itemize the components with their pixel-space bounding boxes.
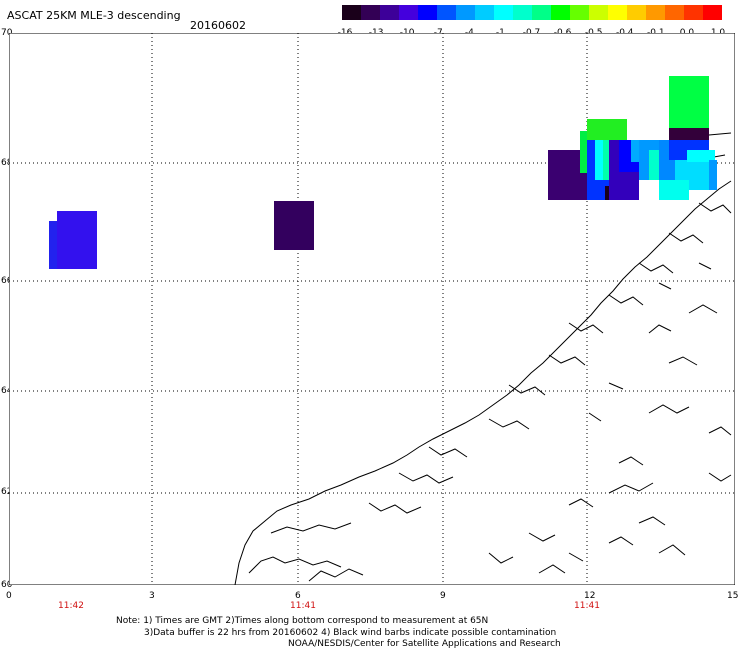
lon-label-0: 0 [6, 591, 12, 601]
colorbar-segment-0 [342, 5, 361, 20]
colorbar-segment-8 [494, 5, 513, 20]
data-swath-east [548, 76, 717, 200]
lat-label-70: 70 [1, 28, 13, 38]
colorbar-segment-15 [627, 5, 646, 20]
colorbar-segment-3 [399, 5, 418, 20]
colorbar [342, 5, 722, 20]
colorbar-segment-9 [513, 5, 532, 20]
colorbar-segment-1 [361, 5, 380, 20]
map-title: ASCAT 25KM MLE-3 descending [7, 9, 181, 22]
colorbar-segment-4 [418, 5, 437, 20]
lon-label-15: 15 [727, 591, 739, 601]
colorbar-segment-13 [589, 5, 608, 20]
lat-label-62: 62 [1, 487, 13, 497]
time-label-1: 11:42 [58, 601, 84, 611]
map-panel [9, 33, 735, 585]
colorbar-segment-2 [380, 5, 399, 20]
data-swath-west [49, 211, 97, 269]
lat-label-64: 64 [1, 386, 13, 396]
colorbar-segment-14 [608, 5, 627, 20]
data-swath-center [274, 201, 314, 250]
colorbar-segment-17 [665, 5, 684, 20]
lon-label-3: 3 [149, 591, 155, 601]
note-line-3: NOAA/NESDIS/Center for Satellite Applica… [288, 639, 561, 649]
time-label-2: 11:41 [290, 601, 316, 611]
note-line-2: 3)Data buffer is 22 hrs from 20160602 4)… [144, 628, 557, 638]
lon-label-6: 6 [295, 591, 301, 601]
colorbar-segment-5 [437, 5, 456, 20]
map-frame [9, 33, 735, 585]
colorbar-segment-10 [532, 5, 551, 20]
lat-label-60: 60 [1, 580, 13, 590]
map-date: 20160602 [190, 19, 246, 32]
colorbar-segment-12 [570, 5, 589, 20]
colorbar-segment-19 [703, 5, 722, 20]
colorbar-segment-18 [684, 5, 703, 20]
lon-label-9: 9 [440, 591, 446, 601]
colorbar-segment-16 [646, 5, 665, 20]
lat-label-66: 66 [1, 276, 13, 286]
lat-label-68: 68 [1, 158, 13, 168]
colorbar-segment-6 [456, 5, 475, 20]
colorbar-segment-11 [551, 5, 570, 20]
note-line-1: Note: 1) Times are GMT 2)Times along bot… [116, 616, 489, 626]
lon-label-12: 12 [584, 591, 596, 601]
time-label-3: 11:41 [574, 601, 600, 611]
colorbar-segment-7 [475, 5, 494, 20]
